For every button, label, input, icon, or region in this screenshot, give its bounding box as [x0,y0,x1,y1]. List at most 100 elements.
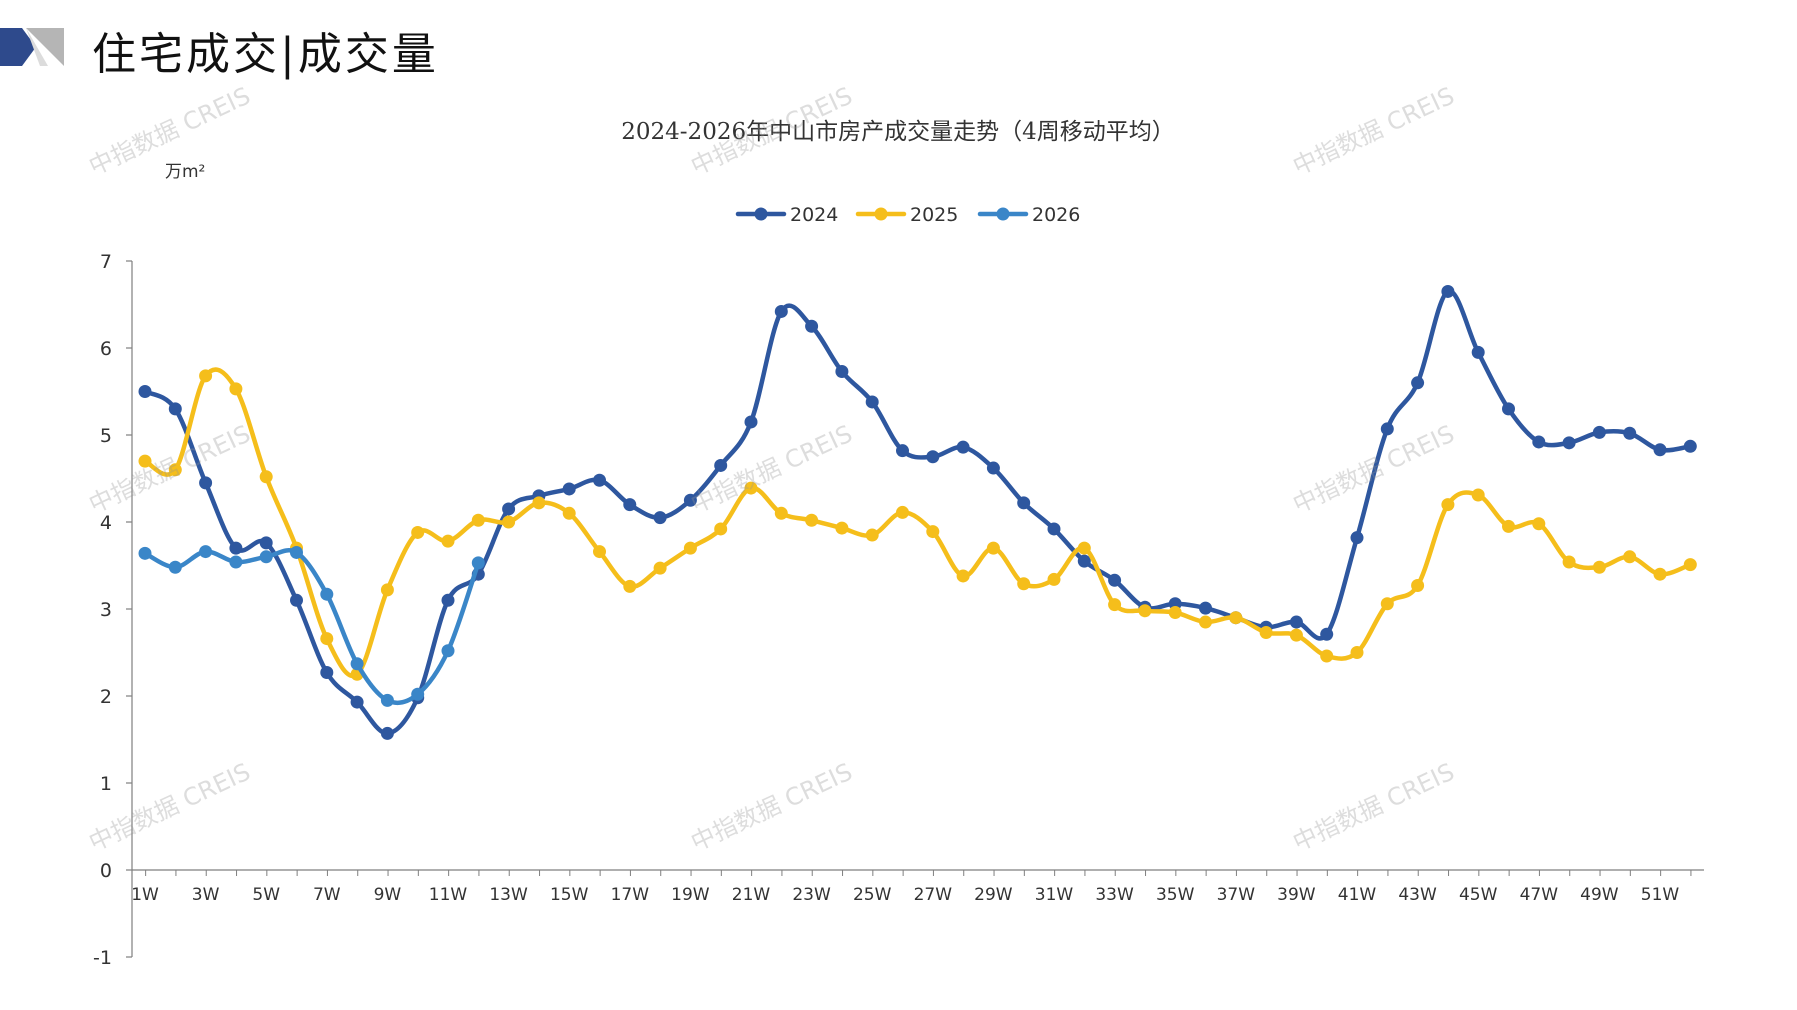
data-point-2025 [835,521,849,535]
data-point-2024 [653,511,667,525]
y-tick-label: 2 [100,686,112,708]
data-point-2024 [320,666,334,680]
data-point-2024 [1077,554,1091,568]
chart-legend: 2024 2025 2026 [735,204,1080,226]
x-tick-label: 11W [429,885,468,905]
data-point-2024 [1199,601,1212,615]
legend-label-2024: 2024 [790,204,838,226]
x-tick-label: 49W [1580,885,1619,905]
legend-item-2025: 2025 [855,204,958,226]
data-point-2024 [805,319,819,333]
data-point-2024 [1683,439,1697,453]
data-point-2024 [1320,627,1334,641]
data-point-2025 [1138,604,1152,618]
data-point-2025 [1683,558,1697,572]
data-point-2024 [926,450,940,464]
data-point-2026 [350,657,364,671]
data-point-2024 [593,473,606,487]
data-point-2024 [1108,573,1122,587]
data-point-2025 [199,369,213,383]
y-tick-label: 0 [100,860,112,882]
data-point-2024 [1289,615,1303,629]
logo-dark-shape [0,28,36,66]
data-point-2026 [320,587,334,601]
data-point-2026 [411,687,425,701]
data-point-2024 [168,402,182,416]
data-point-2025 [502,515,516,529]
data-point-2026 [441,644,455,658]
data-point-2025 [380,583,394,597]
y-tick-label: 6 [100,338,112,360]
x-tick-label: 5W [252,885,280,905]
x-tick-label: 45W [1459,885,1498,905]
data-point-2024 [1532,435,1546,449]
page-title: 住宅成交|成交量 [92,29,439,80]
x-tick-label: 43W [1398,885,1437,905]
data-point-2025 [1623,550,1637,564]
data-point-2024 [259,536,273,550]
data-point-2025 [926,525,940,539]
x-tick-label: 31W [1035,885,1074,905]
data-point-2024 [1653,443,1667,457]
x-tick-label: 1W [131,885,159,905]
data-point-2025 [1108,598,1122,612]
series-line-2025 [142,367,1693,679]
data-point-2025 [1532,517,1546,531]
data-point-2026 [138,546,152,560]
y-axis-unit-label: 万m² [165,162,205,182]
data-point-2026 [229,555,243,569]
data-point-2024 [774,304,788,318]
data-point-2025 [471,513,485,527]
data-point-2024 [1380,422,1394,436]
x-tick-label: 41W [1338,885,1377,905]
x-tick-label: 17W [611,885,650,905]
chart-series [138,284,1697,740]
data-point-2025 [1229,611,1243,625]
data-point-2024 [502,502,516,516]
data-point-2025 [259,470,273,484]
legend-marker-2024 [754,207,768,221]
legend-item-2026: 2026 [977,204,1080,226]
x-tick-label: 25W [853,885,892,905]
data-point-2024 [199,476,213,490]
data-point-2025 [441,534,455,548]
data-point-2025 [138,454,152,468]
data-point-2025 [562,506,576,520]
data-point-2025 [1259,625,1273,639]
series-2024 [138,284,1697,740]
x-tick-label: 51W [1641,885,1680,905]
data-point-2024 [714,458,728,472]
data-point-2025 [956,569,970,583]
x-tick-label: 19W [671,885,710,905]
data-point-2024 [1441,284,1455,298]
data-point-2024 [623,498,637,512]
x-tick-label: 21W [732,885,771,905]
data-point-2025 [593,545,606,559]
data-point-2024 [1471,345,1485,359]
logo-light-shape [26,28,48,66]
legend-marker-2025 [874,207,888,221]
data-point-2026 [380,693,394,707]
data-point-2025 [1592,560,1606,574]
data-point-2024 [1592,425,1606,439]
legend-label-2026: 2026 [1032,204,1080,226]
chart-title: 2024-2026年中山市房产成交量走势（4周移动平均） [621,119,1174,145]
data-point-2024 [896,444,909,458]
data-point-2025 [683,541,697,555]
data-point-2025 [1562,555,1576,569]
data-point-2025 [229,382,243,396]
y-tick-label: -1 [93,947,112,969]
data-point-2026 [290,545,303,559]
data-point-2025 [1502,519,1515,533]
data-point-2024 [744,415,758,429]
data-point-2026 [259,550,273,564]
data-point-2024 [835,364,849,378]
data-point-2024 [1017,496,1031,510]
x-tick-label: 35W [1156,885,1195,905]
x-tick-label: 23W [792,885,831,905]
data-point-2024 [290,593,303,607]
logo-grey-shape [26,28,64,66]
data-point-2025 [1017,577,1031,591]
data-point-2025 [653,561,667,575]
